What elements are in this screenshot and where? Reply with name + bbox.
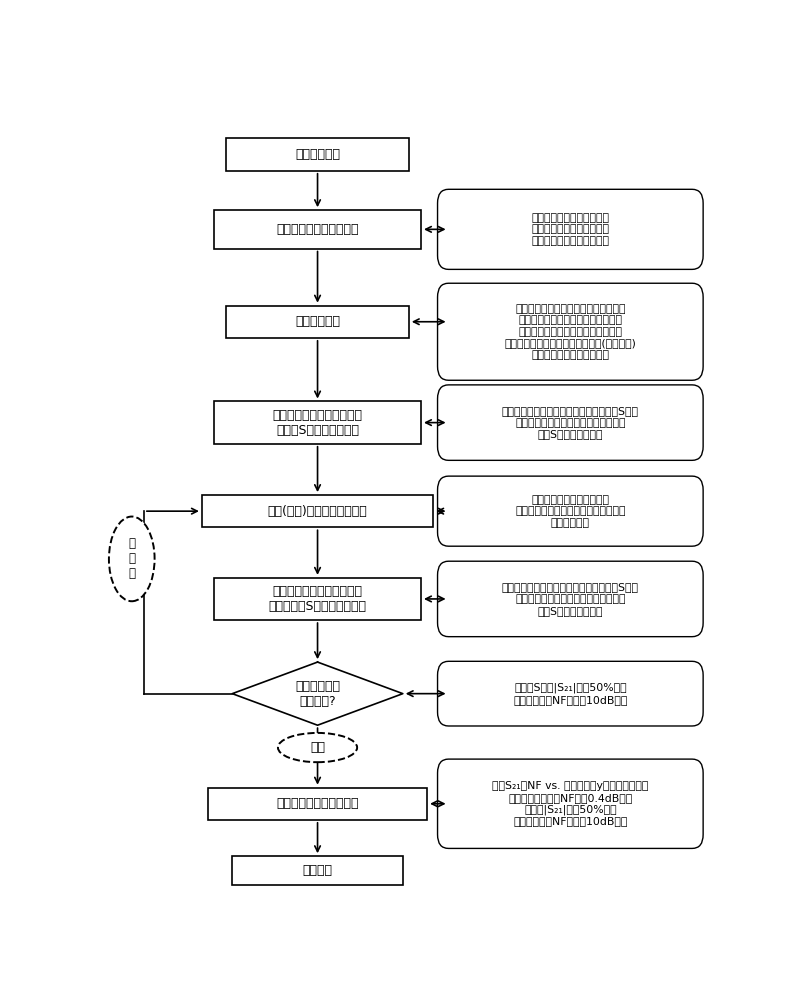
Text: 调节(增大)注入信号平均功率: 调节(增大)注入信号平均功率 xyxy=(268,505,367,518)
Text: 根据待测样品确定载波频率
根据待测样品确定脉冲宽度
根据待测样品确定脉冲周期: 根据待测样品确定载波频率 根据待测样品确定脉冲宽度 根据待测样品确定脉冲周期 xyxy=(531,213,609,246)
Text: 用矢量网络分析仪测量待测样品的小信号S参数
用噪声分析仪测量待测样品的噪声系数
记录S参数及噪声系数: 用矢量网络分析仪测量待测样品的小信号S参数 用噪声分析仪测量待测样品的噪声系数 … xyxy=(501,582,639,616)
Text: 未
损
伤: 未 损 伤 xyxy=(128,537,135,580)
FancyBboxPatch shape xyxy=(226,306,409,338)
FancyBboxPatch shape xyxy=(438,561,703,637)
FancyBboxPatch shape xyxy=(438,283,703,380)
FancyBboxPatch shape xyxy=(438,759,703,848)
FancyBboxPatch shape xyxy=(214,210,421,249)
Text: 提取退化或损伤功率阈值: 提取退化或损伤功率阈值 xyxy=(277,797,358,810)
Text: 设置脉冲信号发生器为周期性脉冲输出
设置脉冲信号发生器输出的脉冲宽度
设置脉冲信号发生器输出的脉冲周期
设置脉冲信号发生器输出脉冲个数(持续时间)
设置信号源输: 设置脉冲信号发生器为周期性脉冲输出 设置脉冲信号发生器输出的脉冲宽度 设置脉冲信… xyxy=(505,304,637,360)
Text: 损伤: 损伤 xyxy=(310,741,325,754)
FancyBboxPatch shape xyxy=(214,401,421,444)
Text: 小信号S参数|S₂₁|降低50%以上
或者噪声系数NF恶化至10dB以上: 小信号S参数|S₂₁|降低50%以上 或者噪声系数NF恶化至10dB以上 xyxy=(513,683,627,705)
Text: 测试待测样品功率注入前的
小信号S参数和噪声系数: 测试待测样品功率注入前的 小信号S参数和噪声系数 xyxy=(273,409,362,437)
Text: 绘制S₂₁和NF vs. 注入功率双y轴坐标系曲线图
退化：第一次满足NF恶化0.4dB以上
损伤：|S₂₁|降低50%以上
或者噪声系数NF恶化至10dB以上: 绘制S₂₁和NF vs. 注入功率双y轴坐标系曲线图 退化：第一次满足NF恶化0… xyxy=(492,781,648,826)
FancyBboxPatch shape xyxy=(214,578,421,620)
FancyBboxPatch shape xyxy=(208,788,428,820)
Text: 搭建实验平台: 搭建实验平台 xyxy=(295,148,340,161)
Text: 确定注入信号样式及参数: 确定注入信号样式及参数 xyxy=(277,223,358,236)
FancyBboxPatch shape xyxy=(233,856,403,885)
FancyBboxPatch shape xyxy=(438,189,703,269)
FancyBboxPatch shape xyxy=(438,661,703,726)
FancyBboxPatch shape xyxy=(438,385,703,460)
Ellipse shape xyxy=(109,517,155,601)
FancyBboxPatch shape xyxy=(202,495,433,527)
Text: 用矢量网络分析仪测量待测样品的小信号S参数
用噪声分析仪测量待测样品的噪声系数
记录S参数及噪声系数: 用矢量网络分析仪测量待测样品的小信号S参数 用噪声分析仪测量待测样品的噪声系数 … xyxy=(501,406,639,439)
FancyBboxPatch shape xyxy=(226,138,409,171)
Ellipse shape xyxy=(278,733,357,762)
Polygon shape xyxy=(233,662,403,725)
Text: 判断待测样品
是否损伤?: 判断待测样品 是否损伤? xyxy=(295,680,340,708)
Text: 测试待测样品本次功率注入
后的小信号S参数和噪声系数: 测试待测样品本次功率注入 后的小信号S参数和噪声系数 xyxy=(269,585,366,613)
Text: 设置功率放大器的输出功率
调节可调衰减器调整注入信号平均功率
记录注入功率: 设置功率放大器的输出功率 调节可调衰减器调整注入信号平均功率 记录注入功率 xyxy=(515,495,626,528)
Text: 注入信号设置: 注入信号设置 xyxy=(295,315,340,328)
FancyBboxPatch shape xyxy=(438,476,703,546)
Text: 实验结束: 实验结束 xyxy=(303,864,332,877)
